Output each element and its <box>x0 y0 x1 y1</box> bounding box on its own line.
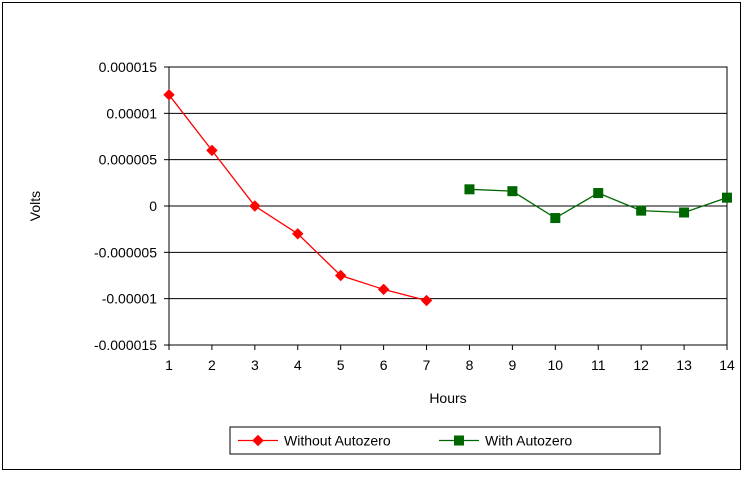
data-point <box>464 184 475 195</box>
x-tick-label: 4 <box>294 357 302 373</box>
x-axis-label: Hours <box>429 390 466 406</box>
data-point <box>163 89 175 101</box>
chart-border <box>2 2 741 470</box>
data-point <box>249 200 261 212</box>
y-tick-label: 0.00001 <box>106 105 157 121</box>
y-tick-label: -0.000015 <box>94 337 157 353</box>
legend-swatch-marker <box>252 434 264 447</box>
label-layer: Hours Volts <box>27 191 467 406</box>
x-tick-label: 8 <box>466 357 474 373</box>
y-tick-label: -0.000005 <box>94 244 157 260</box>
x-tick-label: 13 <box>676 357 692 373</box>
x-tick-label: 3 <box>251 357 259 373</box>
x-tick-label: 5 <box>337 357 345 373</box>
x-tick-label: 6 <box>380 357 388 373</box>
y-tick-label: -0.00001 <box>102 291 157 307</box>
data-point <box>292 228 304 240</box>
y-axis-label: Volts <box>27 191 43 221</box>
data-point <box>550 213 561 224</box>
plot-frame <box>168 66 728 346</box>
data-point <box>593 188 604 199</box>
y-tick-label: 0 <box>149 198 157 214</box>
x-tick-label: 11 <box>591 357 606 373</box>
data-point <box>636 205 647 216</box>
x-tick-label: 1 <box>165 357 173 373</box>
legend: Without Autozero With Autozero <box>229 426 661 455</box>
data-point <box>377 283 390 296</box>
y-tick-label: 0.000015 <box>99 59 158 75</box>
data-point <box>722 192 732 203</box>
x-tick-label: 12 <box>633 357 649 373</box>
y-tick-label: 0.000005 <box>99 152 158 168</box>
legend-box <box>229 426 661 455</box>
x-tick-label: 7 <box>423 357 431 373</box>
data-point <box>420 294 433 307</box>
legend-swatch-marker <box>454 435 464 446</box>
series-layer <box>163 89 732 307</box>
x-tick-label: 10 <box>548 357 564 373</box>
data-point <box>334 269 347 282</box>
x-tick-label: 9 <box>508 357 516 373</box>
data-point <box>507 186 518 197</box>
data-point <box>206 144 218 157</box>
legend-label: With Autozero <box>485 433 572 449</box>
axis-layer: 0.000015 0.00001 0.000005 0 -0.000005 -0.0000… <box>94 59 735 373</box>
x-tick-label: 2 <box>208 357 216 373</box>
x-tick-label: 14 <box>719 357 735 373</box>
data-point <box>679 207 690 218</box>
legend-label: Without Autozero <box>284 433 391 449</box>
